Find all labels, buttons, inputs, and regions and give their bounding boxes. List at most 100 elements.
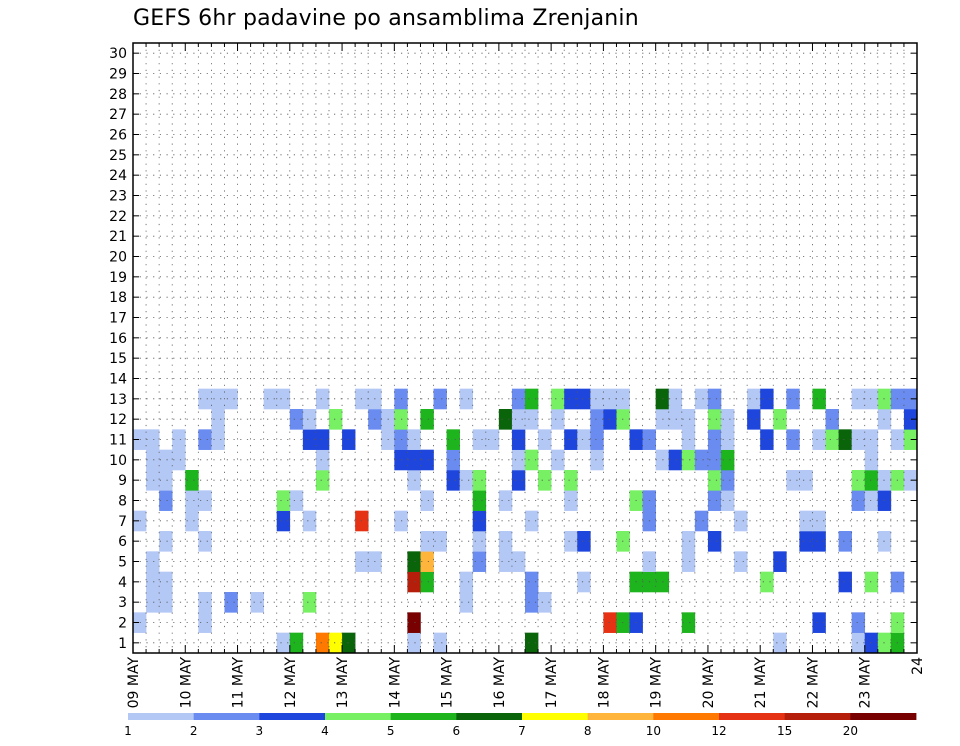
heatmap-cell [865,490,878,511]
x-tick-label: 14 MAY [387,657,403,709]
colorbar-swatch [653,713,719,720]
colorbar-swatch [325,713,391,720]
heatmap-cell [525,592,538,613]
y-tick-label: 12 [109,412,127,428]
heatmap-cell [590,389,603,410]
heatmap-cell [682,409,695,430]
y-tick-label: 15 [109,351,127,367]
colorbar-swatch [719,713,785,720]
heatmap-cell [512,429,525,450]
heatmap-cell [525,572,538,593]
heatmap-cell [669,409,682,430]
heatmap-cell [159,592,172,613]
heatmap-cell [420,409,433,430]
x-tick-label: 23 MAY [858,657,874,709]
x-tick-label: 11 MAY [231,657,247,709]
y-tick-label: 9 [118,473,127,489]
colorbar-label: 6 [453,724,461,738]
x-tick-label: 17 MAY [544,657,560,709]
colorbar-label: 15 [777,724,792,738]
y-tick-label: 30 [109,46,127,62]
y-tick-label: 23 [109,189,127,205]
x-tick-label: 15 MAY [440,657,456,709]
colorbar-swatch [588,713,654,720]
heatmap-cell [512,450,525,471]
heatmap-cell [316,633,329,654]
heatmap-cell [852,429,865,450]
heatmap-cell [852,633,865,654]
heatmap-cell [525,450,538,471]
heatmap-cell [852,612,865,633]
heatmap-cell [865,572,878,593]
colorbar-swatch [850,713,916,720]
heatmap-cell [146,429,159,450]
heatmap-cell [852,490,865,511]
heatmap-cell [590,450,603,471]
heatmap-cell [159,470,172,491]
y-tick-label: 4 [118,575,127,591]
heatmap-cell [224,389,237,410]
x-tick-label: 10 MAY [178,657,194,709]
colorbar-swatch [128,713,194,720]
y-tick-label: 11 [109,433,127,449]
heatmap-cell [316,429,329,450]
heatmap-cell [407,572,420,593]
y-tick-label: 10 [109,453,127,469]
heatmap-cell [146,551,159,572]
heatmap-cell [682,450,695,471]
heatmap-cell [407,470,420,491]
heatmap-cell [420,531,433,552]
heatmap-cell [146,572,159,593]
heatmap-cell [865,470,878,491]
heatmap-cell [786,470,799,491]
heatmap-cell [525,511,538,532]
y-tick-label: 6 [118,534,127,550]
heatmap-cell [760,389,773,410]
colorbar-swatch [785,713,851,720]
y-tick-label: 13 [109,392,127,408]
heatmap-cell [786,389,799,410]
colorbar-label: 20 [843,724,858,738]
y-tick-label: 22 [109,209,127,225]
colorbar-label: 7 [518,724,526,738]
heatmap-cell [499,409,512,430]
heatmap-cell [420,572,433,593]
colorbar-swatch [456,713,522,720]
heatmap-cell [773,409,786,430]
x-tick-label: 13 MAY [335,657,351,709]
heatmap-cell [747,389,760,410]
heatmap-cell [682,551,695,572]
heatmap-cell [603,409,616,430]
heatmap-cell [159,572,172,593]
heatmap-cell [669,389,682,410]
x-tick-label: 24 [910,657,926,675]
heatmap-cell [224,592,237,613]
heatmap-cell [407,633,420,654]
colorbar-label: 2 [190,724,198,738]
y-tick-label: 18 [109,290,127,306]
heatmap-cell [603,612,616,633]
heatmap-cell [342,429,355,450]
heatmap-cell [251,592,264,613]
y-tick-label: 25 [109,148,127,164]
x-tick-label: 21 MAY [753,657,769,709]
y-tick-label: 28 [109,87,127,103]
x-tick-label: 19 MAY [649,657,665,709]
y-tick-label: 16 [109,331,127,347]
heatmap-cell [603,389,616,410]
heatmap-cell [865,450,878,471]
heatmap-cell [407,429,420,450]
heatmap-cell [682,429,695,450]
y-tick-label: 26 [109,128,127,144]
heatmap-cell [865,389,878,410]
colorbar-swatch [522,713,588,720]
heatmap-cell [420,450,433,471]
y-tick-label: 27 [109,107,127,123]
colorbar-label: 8 [584,724,592,738]
colorbar-label: 12 [711,724,726,738]
y-tick-label: 24 [109,168,127,184]
heatmap-cell [499,551,512,572]
heatmap-cell [682,531,695,552]
